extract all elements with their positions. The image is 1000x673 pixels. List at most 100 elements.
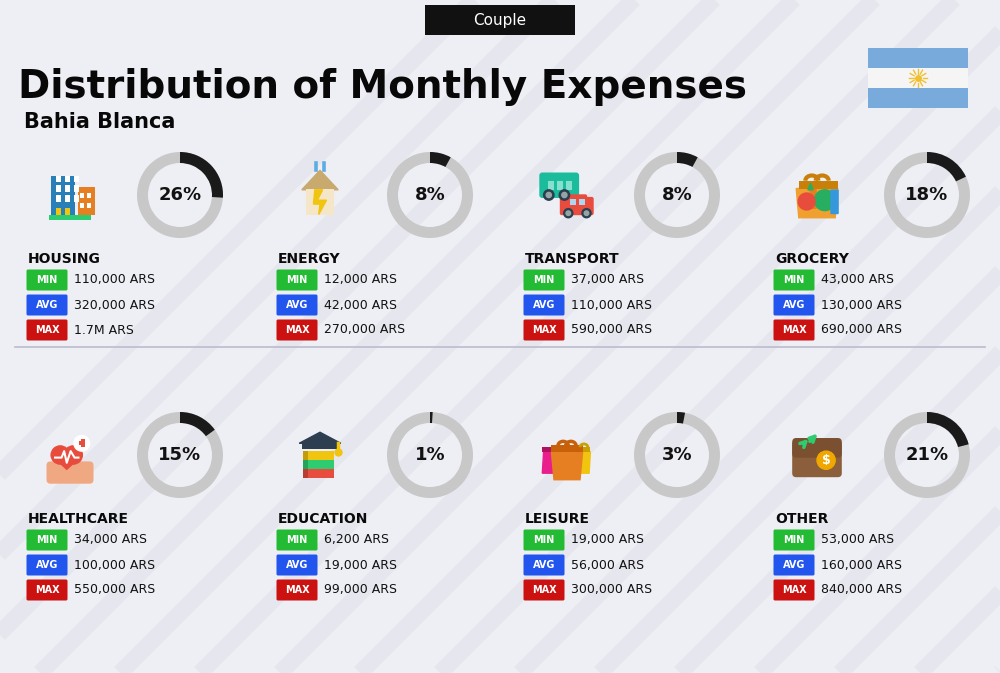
Text: Couple: Couple [473,13,527,28]
Wedge shape [677,152,698,167]
Text: ENERGY: ENERGY [278,252,341,266]
Text: GROCERY: GROCERY [775,252,849,266]
Wedge shape [387,412,473,498]
FancyBboxPatch shape [46,462,94,484]
Text: 56,000 ARS: 56,000 ARS [571,559,644,571]
Circle shape [582,209,591,218]
Circle shape [564,209,573,218]
Circle shape [814,190,835,211]
Text: OTHER: OTHER [775,512,828,526]
FancyBboxPatch shape [792,438,842,458]
Polygon shape [542,452,555,473]
FancyBboxPatch shape [560,197,594,215]
Text: 130,000 ARS: 130,000 ARS [821,299,902,312]
Text: MAX: MAX [35,585,59,595]
Text: AVG: AVG [533,300,555,310]
Polygon shape [551,452,583,480]
FancyBboxPatch shape [548,180,554,190]
Text: 99,000 ARS: 99,000 ARS [324,583,397,596]
Polygon shape [796,188,838,218]
Text: AVG: AVG [286,560,308,570]
Text: 6,200 ARS: 6,200 ARS [324,534,389,546]
Text: MIN: MIN [533,535,555,545]
FancyBboxPatch shape [78,187,95,215]
FancyBboxPatch shape [303,469,334,478]
Text: 840,000 ARS: 840,000 ARS [821,583,902,596]
FancyBboxPatch shape [579,199,585,205]
FancyBboxPatch shape [774,530,814,551]
FancyBboxPatch shape [80,193,84,199]
Circle shape [51,446,69,464]
Text: MIN: MIN [783,535,805,545]
Text: 690,000 ARS: 690,000 ARS [821,324,902,336]
FancyBboxPatch shape [425,5,575,35]
FancyBboxPatch shape [774,295,814,316]
Text: MAX: MAX [285,325,309,335]
Wedge shape [430,412,433,423]
Text: AVG: AVG [783,300,805,310]
Text: 110,000 ARS: 110,000 ARS [74,273,155,287]
Wedge shape [677,412,685,423]
Polygon shape [577,452,590,473]
FancyBboxPatch shape [303,451,308,460]
Text: $: $ [822,454,830,466]
FancyBboxPatch shape [539,172,579,198]
FancyBboxPatch shape [566,194,587,209]
FancyBboxPatch shape [56,208,61,215]
Wedge shape [634,412,720,498]
Wedge shape [137,412,223,498]
FancyBboxPatch shape [56,195,61,201]
FancyBboxPatch shape [276,320,318,341]
Polygon shape [51,455,82,469]
Text: HOUSING: HOUSING [28,252,101,266]
Polygon shape [808,183,813,190]
Text: 12,000 ARS: 12,000 ARS [324,273,397,287]
FancyBboxPatch shape [81,439,85,447]
Text: LEISURE: LEISURE [525,512,590,526]
Text: MAX: MAX [532,325,556,335]
FancyBboxPatch shape [65,195,70,201]
Text: AVG: AVG [36,560,58,570]
FancyBboxPatch shape [570,199,576,205]
FancyBboxPatch shape [26,555,68,575]
FancyBboxPatch shape [302,444,338,448]
Polygon shape [299,432,341,444]
FancyBboxPatch shape [524,295,564,316]
Text: AVG: AVG [533,560,555,570]
Text: 19,000 ARS: 19,000 ARS [324,559,397,571]
Text: MIN: MIN [783,275,805,285]
FancyBboxPatch shape [303,451,334,460]
FancyBboxPatch shape [524,269,564,291]
FancyBboxPatch shape [26,579,68,600]
Text: Distribution of Monthly Expenses: Distribution of Monthly Expenses [18,68,747,106]
Wedge shape [180,152,223,198]
Text: 19,000 ARS: 19,000 ARS [571,534,644,546]
Text: 320,000 ARS: 320,000 ARS [74,299,155,312]
Text: MAX: MAX [532,585,556,595]
Circle shape [74,435,90,451]
FancyBboxPatch shape [49,215,91,219]
FancyBboxPatch shape [303,460,334,468]
FancyBboxPatch shape [276,269,318,291]
Wedge shape [180,412,215,436]
Wedge shape [137,152,223,238]
Text: 110,000 ARS: 110,000 ARS [571,299,652,312]
FancyBboxPatch shape [65,208,70,215]
Text: MIN: MIN [533,275,555,285]
Text: MAX: MAX [782,325,806,335]
Circle shape [562,192,567,198]
FancyBboxPatch shape [79,441,84,446]
Text: AVG: AVG [36,300,58,310]
Text: MIN: MIN [36,275,58,285]
FancyBboxPatch shape [524,320,564,341]
FancyBboxPatch shape [830,190,839,214]
Text: 18%: 18% [905,186,949,204]
Text: Bahia Blanca: Bahia Blanca [24,112,175,132]
Text: 34,000 ARS: 34,000 ARS [74,534,147,546]
Text: AVG: AVG [783,560,805,570]
FancyBboxPatch shape [50,176,75,215]
FancyBboxPatch shape [87,193,91,199]
FancyBboxPatch shape [524,579,564,600]
Text: 270,000 ARS: 270,000 ARS [324,324,405,336]
Wedge shape [927,412,969,447]
